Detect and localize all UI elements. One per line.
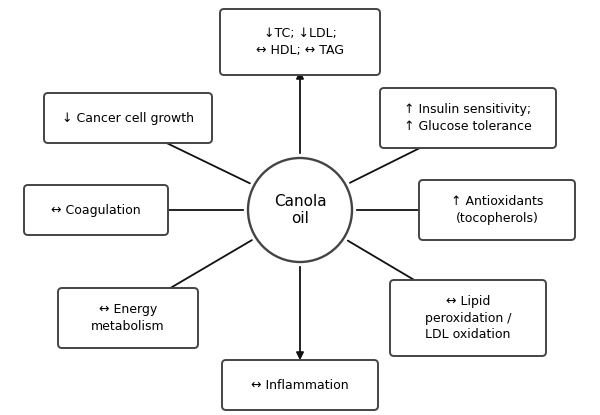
Text: ↑ Insulin sensitivity;
↑ Glucose tolerance: ↑ Insulin sensitivity; ↑ Glucose toleran… [404,103,532,133]
Text: ↔ Energy
metabolism: ↔ Energy metabolism [91,303,165,333]
FancyBboxPatch shape [24,185,168,235]
Text: ↓TC; ↓LDL;
↔ HDL; ↔ TAG: ↓TC; ↓LDL; ↔ HDL; ↔ TAG [256,27,344,57]
Text: ↔ Inflammation: ↔ Inflammation [251,378,349,391]
FancyBboxPatch shape [390,280,546,356]
Text: ↑ Antioxidants
(tocopherols): ↑ Antioxidants (tocopherols) [451,195,543,225]
Text: ↔ Coagulation: ↔ Coagulation [51,203,141,217]
FancyBboxPatch shape [222,360,378,410]
FancyBboxPatch shape [220,9,380,75]
Text: Canola
oil: Canola oil [274,194,326,226]
FancyBboxPatch shape [380,88,556,148]
FancyBboxPatch shape [419,180,575,240]
Text: ↔ Lipid
peroxidation /
LDL oxidation: ↔ Lipid peroxidation / LDL oxidation [425,295,511,341]
Text: ↓ Cancer cell growth: ↓ Cancer cell growth [62,112,194,124]
FancyBboxPatch shape [44,93,212,143]
Circle shape [248,158,352,262]
FancyBboxPatch shape [58,288,198,348]
